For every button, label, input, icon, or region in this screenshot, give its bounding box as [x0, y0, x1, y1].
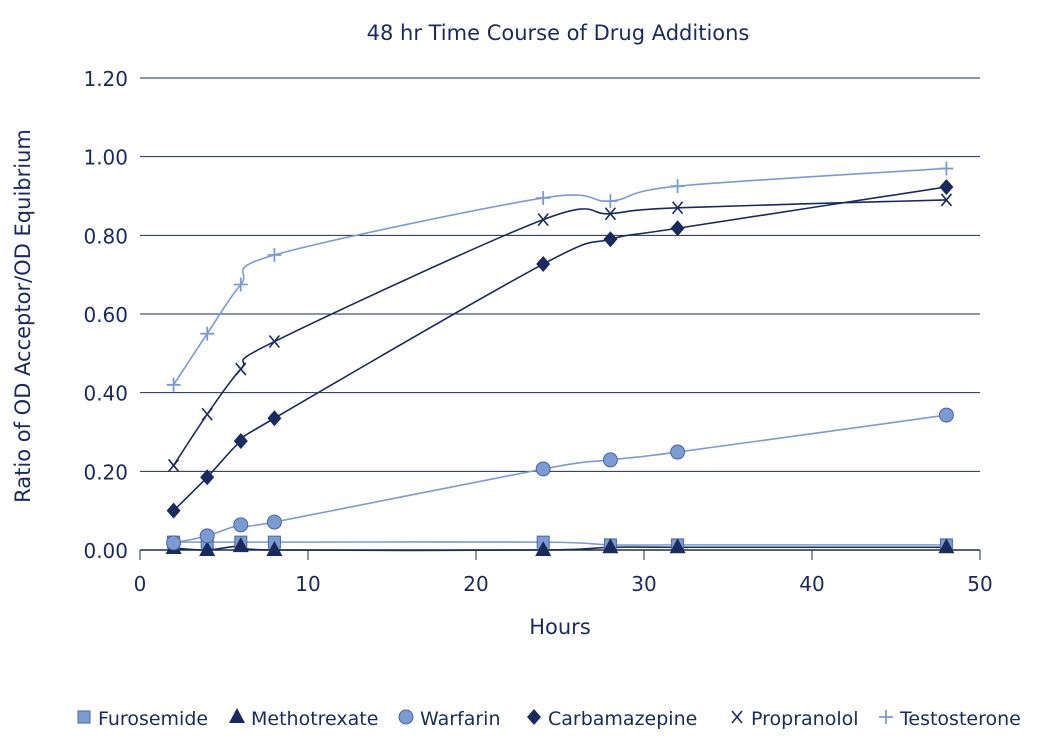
- x-tick-label: 10: [295, 572, 320, 596]
- legend-square-icon: [77, 710, 91, 724]
- legend-diamond-icon: [527, 709, 541, 725]
- legend-label: Propranolol: [751, 708, 859, 730]
- x-tick-label: 40: [799, 572, 824, 596]
- y-axis-label: Ratio of OD Acceptor/OD Equibrium: [11, 129, 35, 503]
- methotrexate-point: [535, 541, 552, 556]
- y-tick-label: 1.20: [83, 67, 128, 91]
- x-tick-label: 20: [463, 572, 488, 596]
- legend-plus-icon: [879, 710, 893, 724]
- legend-triangle-icon: [229, 708, 245, 723]
- methotrexate-point: [938, 538, 955, 554]
- legend-circle-icon: [398, 709, 414, 725]
- testosterone-point: [166, 377, 181, 392]
- propranolol-point: [201, 407, 213, 421]
- warfarin-line: [173, 414, 947, 544]
- y-tick-label: 0.80: [83, 224, 128, 248]
- carbamazepine-point: [603, 231, 618, 248]
- carbamazepine-line: [173, 186, 947, 512]
- y-tick-label: 0.60: [83, 303, 128, 327]
- carbamazepine-point: [166, 502, 181, 519]
- methotrexate-point: [232, 537, 249, 553]
- testosterone-point: [536, 190, 551, 205]
- warfarin-point: [233, 517, 249, 533]
- legend-label: Testosterone: [899, 708, 1021, 730]
- legend-label: Carbamazepine: [548, 708, 697, 730]
- propranolol-point: [268, 335, 281, 349]
- methotrexate-point: [669, 538, 686, 554]
- warfarin-point: [670, 444, 686, 460]
- chart-title: 48 hr Time Course of Drug Additions: [367, 21, 750, 45]
- methotrexate-point: [266, 541, 283, 556]
- propranolol-point: [671, 201, 684, 215]
- propranolol-line: [172, 199, 947, 466]
- testosterone-point: [233, 277, 248, 292]
- x-tick-label: 0: [134, 572, 147, 596]
- warfarin-point: [266, 514, 282, 530]
- legend-item-propranolol: Propranolol: [731, 708, 859, 730]
- methotrexate-point: [199, 541, 216, 556]
- warfarin-point: [166, 535, 182, 551]
- legend-label: Warfarin: [420, 708, 501, 730]
- carbamazepine-point: [200, 469, 215, 486]
- warfarin-point: [602, 452, 618, 468]
- carbamazepine-point: [939, 178, 954, 195]
- carbamazepine-point: [233, 433, 248, 450]
- furosemide-line: [173, 541, 947, 546]
- testosterone-point: [670, 179, 685, 194]
- testosterone-line: [172, 167, 947, 386]
- legend-item-furosemide: Furosemide: [77, 708, 208, 730]
- legend-item-warfarin: Warfarin: [398, 708, 501, 730]
- x-tick-label: 50: [967, 572, 992, 596]
- testosterone-point: [200, 326, 215, 341]
- warfarin-point: [535, 461, 551, 477]
- legend-x-icon: [731, 710, 743, 724]
- x-tick-label: 30: [631, 572, 656, 596]
- methotrexate-point: [602, 538, 619, 554]
- propranolol-point: [940, 193, 953, 207]
- testosterone-point: [603, 194, 618, 209]
- legend-item-testosterone: Testosterone: [879, 708, 1021, 730]
- testosterone-point: [267, 248, 282, 262]
- y-tick-label: 0.20: [83, 460, 128, 484]
- testosterone-point: [939, 161, 954, 176]
- legend-item-carbamazepine: Carbamazepine: [527, 708, 697, 730]
- y-tick-label: 0.00: [83, 539, 128, 563]
- methotrexate-line: [173, 545, 947, 552]
- propranolol-point: [604, 207, 617, 221]
- y-tick-label: 0.40: [83, 382, 128, 406]
- propranolol-point: [235, 362, 247, 376]
- legend-label: Furosemide: [98, 708, 208, 730]
- y-tick-label: 1.00: [83, 146, 128, 170]
- carbamazepine-point: [267, 410, 282, 427]
- carbamazepine-point: [536, 256, 551, 273]
- warfarin-point: [938, 407, 954, 423]
- legend-label: Methotrexate: [251, 708, 378, 730]
- carbamazepine-point: [670, 220, 685, 237]
- propranolol-point: [167, 458, 180, 472]
- legend-item-methotrexate: Methotrexate: [229, 708, 378, 730]
- warfarin-point: [199, 528, 215, 544]
- x-axis-label: Hours: [529, 615, 591, 639]
- propranolol-point: [537, 213, 549, 227]
